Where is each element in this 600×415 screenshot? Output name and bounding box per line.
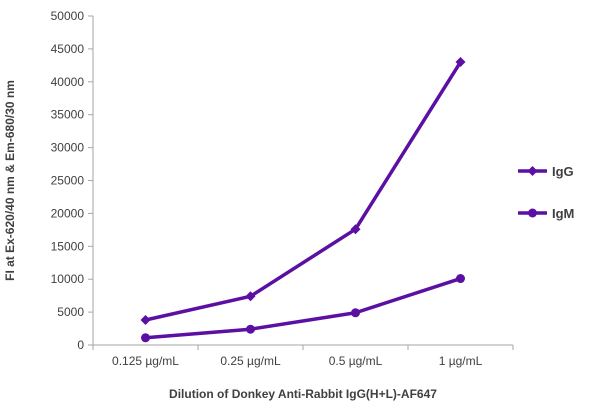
axes — [92, 16, 513, 346]
y-tick-label: 5000 — [57, 305, 84, 319]
data-point-igg — [140, 314, 151, 325]
y-tick-label: 25000 — [51, 174, 85, 188]
legend-item-igg: IgG — [518, 164, 574, 179]
legend-item-igm: IgM — [518, 206, 574, 221]
legend-marker-igg — [527, 166, 538, 176]
y-tick-label: 50000 — [51, 9, 85, 23]
legend: IgG IgM — [518, 164, 574, 221]
series-igm — [141, 274, 465, 343]
data-point-igm — [141, 333, 150, 343]
y-tick-label: 35000 — [51, 108, 85, 122]
data-point-igg — [455, 57, 466, 68]
x-tick-label: 1 µg/mL — [439, 354, 483, 368]
data-point-igm — [351, 308, 360, 318]
data-point-igm — [246, 324, 255, 334]
x-axis-ticks: 0.125 µg/mL 0.25 µg/mL 0.5 µg/mL 1 µg/mL — [92, 345, 514, 368]
series-igg — [140, 57, 466, 325]
series-line-igg — [145, 61, 462, 322]
legend-label-igm: IgM — [552, 206, 574, 221]
x-axis-title: Dilution of Donkey Anti-Rabbit IgG(H+L)-… — [169, 387, 437, 401]
x-tick-label: 0.125 µg/mL — [112, 354, 179, 368]
y-tick-label: 20000 — [51, 206, 85, 220]
y-tick-label: 30000 — [51, 141, 85, 155]
legend-label-igg: IgG — [552, 164, 574, 179]
data-point-igm — [456, 274, 465, 284]
y-tick-label: 10000 — [51, 272, 85, 286]
y-axis-title: FI at Ex-620/40 nm & Em-680/30 nm — [3, 80, 17, 281]
data-point-igg — [245, 291, 256, 302]
y-tick-label: 15000 — [51, 239, 85, 253]
series-line-igm — [145, 276, 462, 340]
y-tick-label: 45000 — [51, 42, 85, 56]
series-layer — [140, 57, 466, 343]
x-tick-label: 0.5 µg/mL — [329, 354, 383, 368]
y-tick-label: 0 — [77, 338, 84, 352]
y-tick-label: 40000 — [51, 75, 85, 89]
x-tick-label: 0.25 µg/mL — [220, 354, 281, 368]
y-axis-ticks: 0 5000 10000 15000 20000 25000 30000 35000 40000… — [51, 9, 93, 352]
legend-marker-igm — [528, 208, 537, 218]
data-point-igg — [350, 224, 361, 235]
